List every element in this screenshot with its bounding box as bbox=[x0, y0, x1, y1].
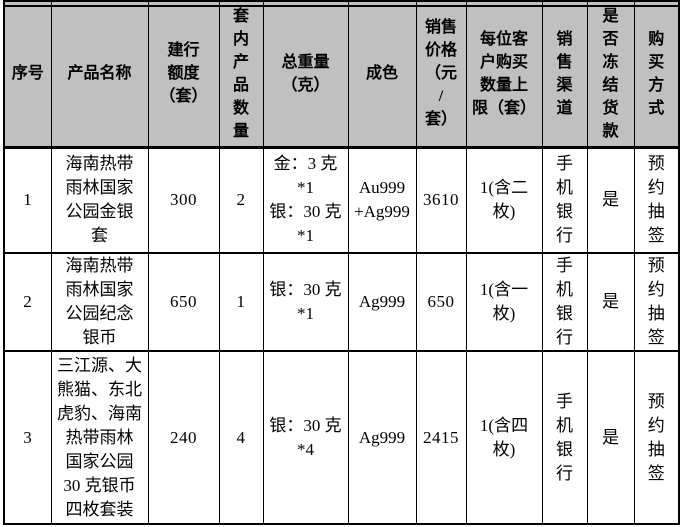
cell-ccb-quota: 300 bbox=[147, 146, 220, 254]
col-header-purchase-limit: 每位客 户购买 数量上 限（套） bbox=[465, 0, 543, 149]
col-header-freeze-payment: 是 否 冻 结 货 款 bbox=[586, 0, 635, 149]
table-row: 3 三江源、大 熊猫、东北 虎豹、海南 热带雨林 国家公园 30 克银币 四枚套… bbox=[3, 350, 680, 525]
col-header-total-weight: 总重量 （克） bbox=[262, 0, 349, 149]
cell-price: 2415 bbox=[415, 350, 467, 525]
cell-fineness: Au999 +Ag999 bbox=[347, 146, 417, 254]
table-header: 序号 产品名称 建行 额度 （套） 套 内 产 品 数 量 总重量 （克） 成色… bbox=[3, 0, 680, 149]
cell-purchase-limit: 1(含四 枚) bbox=[465, 350, 543, 525]
cell-items-per-set: 4 bbox=[218, 350, 264, 525]
cell-product-name: 海南热带 雨林国家 公园纪念 银币 bbox=[50, 252, 149, 352]
cell-sales-channel: 手 机 银 行 bbox=[541, 350, 588, 525]
cell-price: 3610 bbox=[415, 146, 467, 254]
col-header-purchase-method: 购 买 方 式 bbox=[633, 0, 680, 149]
cell-purchase-limit: 1(含二 枚) bbox=[465, 146, 543, 254]
col-header-index: 序号 bbox=[3, 0, 52, 149]
cell-ccb-quota: 650 bbox=[147, 252, 220, 352]
cell-total-weight: 银：30 克 *4 bbox=[262, 350, 349, 525]
cell-fineness: Ag999 bbox=[347, 350, 417, 525]
table-top-border bbox=[3, 5, 678, 7]
cell-items-per-set: 2 bbox=[218, 146, 264, 254]
header-row: 序号 产品名称 建行 额度 （套） 套 内 产 品 数 量 总重量 （克） 成色… bbox=[3, 0, 680, 149]
cell-purchase-method: 预 约 抽 签 bbox=[633, 350, 680, 525]
col-header-ccb-quota: 建行 额度 （套） bbox=[147, 0, 220, 149]
col-header-price: 销售 价格 （元 / 套） bbox=[415, 0, 467, 149]
cell-product-name: 三江源、大 熊猫、东北 虎豹、海南 热带雨林 国家公园 30 克银币 四枚套装 bbox=[50, 350, 149, 525]
table-row: 1 海南热带 雨林国家 公园金银 套 300 2 金：3 克 *1 银：30 克… bbox=[3, 146, 680, 254]
cell-freeze-payment: 是 bbox=[586, 252, 635, 352]
table-row: 2 海南热带 雨林国家 公园纪念 银币 650 1 银：30 克 *1 Ag99… bbox=[3, 252, 680, 352]
cell-index: 1 bbox=[3, 146, 52, 254]
cell-freeze-payment: 是 bbox=[586, 350, 635, 525]
cell-purchase-method: 预 约 抽 签 bbox=[633, 146, 680, 254]
cell-total-weight: 金：3 克 *1 银：30 克 *1 bbox=[262, 146, 349, 254]
col-header-fineness: 成色 bbox=[347, 0, 417, 149]
cell-sales-channel: 手 机 银 行 bbox=[541, 252, 588, 352]
cell-fineness: Ag999 bbox=[347, 252, 417, 352]
cell-ccb-quota: 240 bbox=[147, 350, 220, 525]
col-header-sales-channel: 销 售 渠 道 bbox=[541, 0, 588, 149]
cell-purchase-limit: 1(含一 枚) bbox=[465, 252, 543, 352]
cell-product-name: 海南热带 雨林国家 公园金银 套 bbox=[50, 146, 149, 254]
table-body: 1 海南热带 雨林国家 公园金银 套 300 2 金：3 克 *1 银：30 克… bbox=[3, 146, 680, 525]
cell-total-weight: 银：30 克 *1 bbox=[262, 252, 349, 352]
cell-sales-channel: 手 机 银 行 bbox=[541, 146, 588, 254]
cell-index: 2 bbox=[3, 252, 52, 352]
cell-items-per-set: 1 bbox=[218, 252, 264, 352]
cell-purchase-method: 预 约 抽 签 bbox=[633, 252, 680, 352]
product-table: 序号 产品名称 建行 额度 （套） 套 内 产 品 数 量 总重量 （克） 成色… bbox=[3, 0, 680, 525]
col-header-items-per-set: 套 内 产 品 数 量 bbox=[218, 0, 264, 149]
cell-price: 650 bbox=[415, 252, 467, 352]
cell-index: 3 bbox=[3, 350, 52, 525]
cell-freeze-payment: 是 bbox=[586, 146, 635, 254]
col-header-product-name: 产品名称 bbox=[50, 0, 149, 149]
